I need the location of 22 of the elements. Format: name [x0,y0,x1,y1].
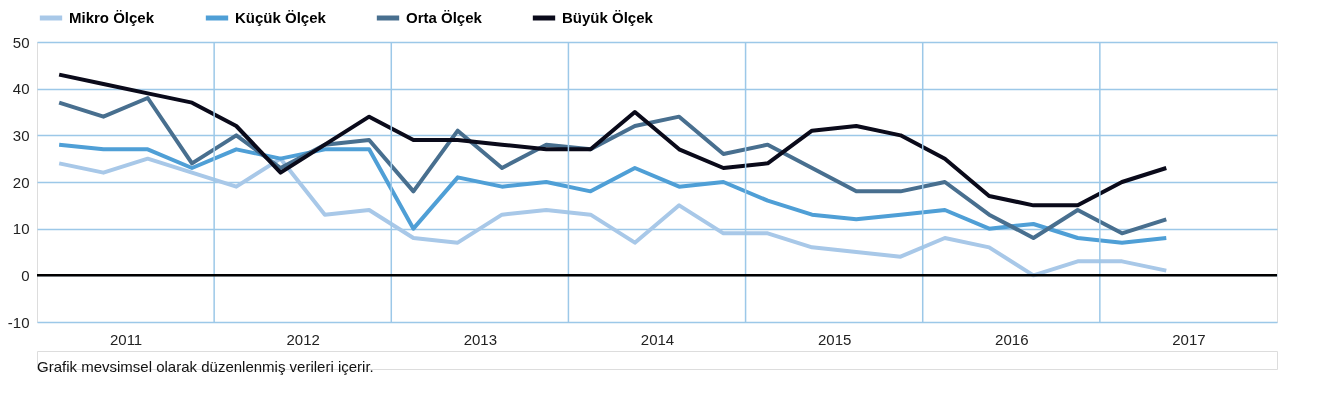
legend-label: Orta Ölçek [406,9,483,26]
y-tick-label: 40 [12,80,30,98]
x-tick-label: 2012 [286,330,320,348]
line-series [57,96,1169,240]
y-tick-label: 0 [21,266,30,284]
y-tick-label: 20 [12,173,30,191]
legend-label: Küçük Ölçek [235,9,327,26]
y-tick-label: -10 [7,313,30,331]
x-tick-label: 2015 [817,330,852,348]
line-series [57,72,1169,208]
text: Grafik mevsimsel olarak düzenlenmiş verileri içerir. [37,358,374,375]
x-tick-label: 2011 [109,330,143,348]
x-tick-label: 2017 [1172,330,1206,348]
line-series [57,142,1169,245]
x-tick-label: 2014 [640,330,675,348]
y-tick-label: 10 [12,220,30,238]
legend-label: Mikro Ölçek [69,9,155,26]
x-tick-label: 2016 [995,330,1029,348]
x-tick-label: 2013 [463,330,498,348]
legend-label: Büyük Ölçek [562,9,654,26]
y-tick-label: 30 [12,126,30,144]
y-tick-label: 50 [12,33,30,51]
